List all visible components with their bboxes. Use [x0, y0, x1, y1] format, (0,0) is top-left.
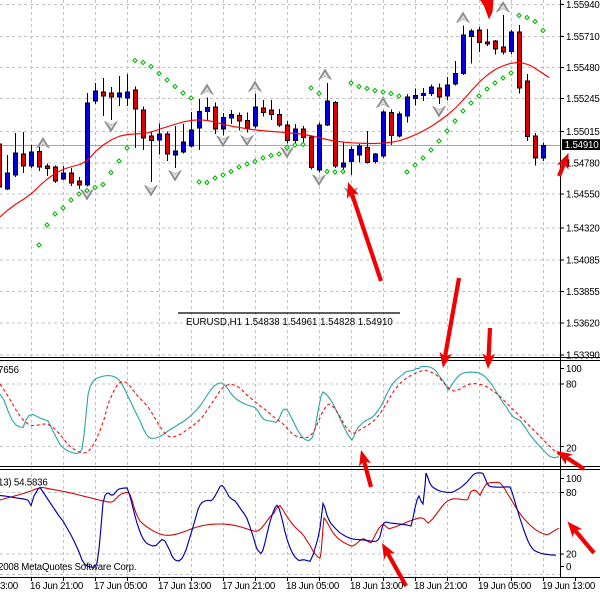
svg-text:1.53390: 1.53390 — [566, 351, 600, 362]
svg-text:1.55710: 1.55710 — [566, 32, 600, 43]
svg-text:EURUSD,H1 1.54838 1.54961 1.5: EURUSD,H1 1.54838 1.54961 1.54828 1.5491… — [186, 317, 393, 328]
svg-text:1.55940: 1.55940 — [566, 0, 600, 11]
svg-text:1.54910: 1.54910 — [565, 140, 599, 151]
svg-text:1.53855: 1.53855 — [566, 287, 600, 298]
svg-text:80: 80 — [566, 488, 577, 499]
svg-text:16 Jun 21:00: 16 Jun 21:00 — [30, 581, 84, 592]
svg-text:19 Jun 05:00: 19 Jun 05:00 — [478, 581, 532, 592]
svg-text:2008 MetaQuotes Software Corp.: 2008 MetaQuotes Software Corp. — [0, 562, 136, 573]
svg-text:1.54320: 1.54320 — [566, 224, 600, 235]
svg-text:80: 80 — [566, 380, 577, 391]
svg-text:19 Jun 13:00: 19 Jun 13:00 — [542, 581, 596, 592]
svg-text:17 Jun 05:00: 17 Jun 05:00 — [94, 581, 148, 592]
svg-text:20: 20 — [566, 550, 577, 561]
svg-text:1.54550: 1.54550 — [566, 189, 600, 200]
svg-text:1.53620: 1.53620 — [566, 319, 600, 330]
svg-text:17 Jun 21:00: 17 Jun 21:00 — [222, 581, 276, 592]
svg-text:0: 0 — [566, 562, 572, 573]
svg-text:1.54780: 1.54780 — [566, 159, 600, 170]
svg-text:3:00: 3:00 — [0, 581, 19, 592]
svg-text:1.55015: 1.55015 — [566, 127, 600, 138]
svg-text:17 Jun 13:00: 17 Jun 13:00 — [158, 581, 212, 592]
svg-text:7656: 7656 — [0, 365, 19, 376]
svg-text:100: 100 — [566, 364, 582, 375]
svg-text:1.55480: 1.55480 — [566, 63, 600, 74]
svg-text:18 Jun 13:00: 18 Jun 13:00 — [350, 581, 404, 592]
svg-text:18 Jun 05:00: 18 Jun 05:00 — [286, 581, 340, 592]
svg-text:1.54085: 1.54085 — [566, 255, 600, 266]
svg-text:20: 20 — [566, 444, 577, 455]
svg-text:18 Jun 21:00: 18 Jun 21:00 — [414, 581, 468, 592]
svg-text:100: 100 — [566, 474, 582, 485]
svg-text:13) 54.5836: 13) 54.5836 — [0, 478, 48, 489]
svg-text:1.55245: 1.55245 — [566, 94, 600, 105]
